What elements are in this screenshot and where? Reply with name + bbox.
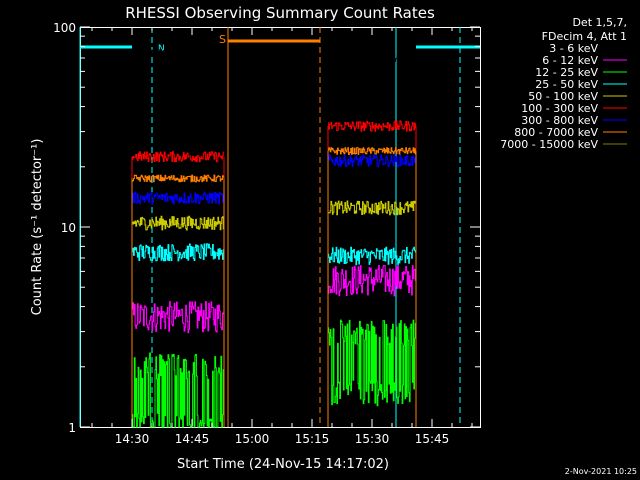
series-line-5-interval-1 — [328, 120, 417, 132]
y-axis-label: Count Rate (s⁻¹ detector⁻¹) — [30, 139, 45, 316]
x-tick-label-2: 15:00 — [235, 432, 270, 446]
x-tick-label-4: 15:30 — [355, 432, 390, 446]
plot-area — [80, 27, 481, 428]
series-line-1-interval-0 — [132, 301, 225, 334]
x-axis-label: Start Time (24-Nov-15 14:17:02) — [177, 457, 389, 472]
series-line-2-interval-1 — [328, 319, 417, 407]
x-tick-label-0: 14:30 — [115, 432, 150, 446]
legend-label-3: 25 - 50 keV — [535, 78, 598, 91]
series-line-3-interval-1 — [328, 246, 417, 266]
legend-label-6: 300 - 800 keV — [521, 114, 598, 127]
legend-label-8: 7000 - 15000 keV — [500, 138, 598, 151]
series-line-0-interval-0 — [132, 49, 225, 58]
series-line-6-interval-1 — [328, 154, 417, 168]
legend-label-7: 800 - 7000 keV — [514, 126, 598, 139]
x-tick-label-3: 15:15 — [295, 432, 330, 446]
series-line-0-interval-1 — [328, 54, 417, 62]
series-line-5-interval-0 — [132, 151, 225, 163]
y-tick-label-2: 100 — [53, 21, 76, 35]
axis-ticks: 14:30 14:45 15:00 15:15 15:30 15:45 1 10 100 — [53, 21, 480, 446]
series-line-7-interval-1 — [328, 147, 417, 155]
x-tick-label-5: 15:45 — [415, 432, 450, 446]
series-line-3-interval-0 — [132, 243, 225, 262]
legend-label-0: 3 - 6 keV — [549, 42, 598, 55]
series-line-4-interval-0 — [132, 215, 225, 231]
y-tick-label-1: 10 — [61, 221, 76, 235]
series-line-7-interval-0 — [132, 174, 225, 183]
y-tick-label-0: 1 — [68, 421, 76, 435]
legend-label-2: 12 - 25 keV — [535, 66, 598, 79]
series-line-4-interval-1 — [328, 200, 417, 216]
legend-label-4: 50 - 100 keV — [528, 90, 598, 103]
series-line-1-interval-1 — [328, 265, 417, 297]
data-marks: SN — [79, 27, 480, 428]
chart-title: RHESSI Observing Summary Count Rates — [125, 4, 435, 22]
saa-label: S — [219, 33, 226, 46]
legend-label-1: 6 - 12 keV — [542, 54, 598, 67]
legend-header-decimation: FDecim 4, Att 1 — [542, 30, 627, 43]
night-label: N — [158, 44, 165, 54]
series-line-6-interval-0 — [132, 191, 225, 205]
series-line-2-interval-0 — [132, 352, 225, 428]
footer-timestamp: 2-Nov-2021 10:25 — [565, 467, 637, 476]
legend-label-5: 100 - 300 keV — [521, 102, 598, 115]
legend-header-detectors: Det 1,5,7, — [572, 16, 627, 29]
x-tick-label-1: 14:45 — [175, 432, 210, 446]
